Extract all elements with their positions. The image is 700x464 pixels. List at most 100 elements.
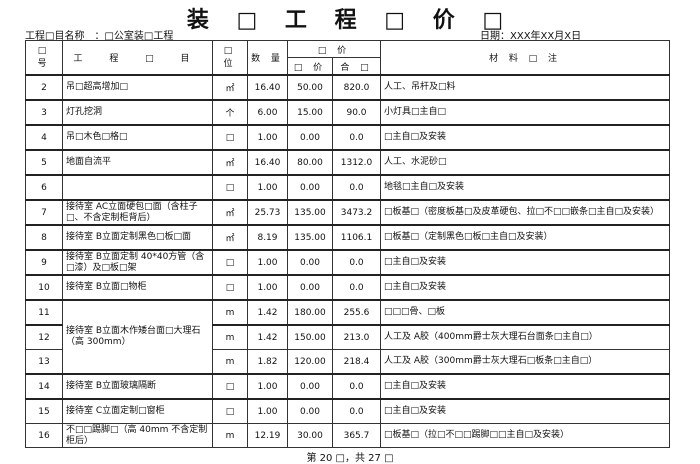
row-notes: 小灯具□主自□ <box>380 99 670 126</box>
row-qty: 1.82 <box>247 349 288 375</box>
row-unit-price: 0.00 <box>287 398 333 424</box>
row-notes: □板基□（拉□不□□踢脚□□主自□及安装） <box>380 423 670 448</box>
row-unit: □ <box>212 373 248 400</box>
row-notes: 人工、吊杆及□料 <box>380 74 670 101</box>
row-qty: 1.00 <box>247 398 288 424</box>
header-qty: 数 量 <box>247 40 288 76</box>
row-no: 14 <box>25 373 63 400</box>
row-total: 0.0 <box>332 249 381 276</box>
row-no: 8 <box>25 224 63 251</box>
row-qty: 1.42 <box>247 299 288 326</box>
row-no: 2 <box>25 74 63 101</box>
row-total: 213.0 <box>332 324 381 350</box>
row-qty: 16.40 <box>247 74 288 101</box>
row-unit-price: 0.00 <box>287 124 333 151</box>
row-unit-price: 150.00 <box>287 324 333 350</box>
quote-table: □ 号 工 程 □ 目 □ 位 数 量 □ 价 材 料 □ 注 □ 价 合 □ … <box>25 40 670 448</box>
row-item: 吊□超高增加□ <box>62 74 213 101</box>
row-unit-price: 15.00 <box>287 99 333 126</box>
table-row: 6 □ 1.00 0.00 0.0 地毯□主自□及安装 <box>25 174 670 201</box>
row-unit-price: 0.00 <box>287 373 333 400</box>
row-total: 0.0 <box>332 174 381 201</box>
row-item: 接待室 B立面木作矮台面□大理石（高 300mm） <box>62 299 213 375</box>
row-no: 5 <box>25 149 63 176</box>
row-no: 12 <box>25 324 63 350</box>
row-unit: ㎡ <box>212 224 248 251</box>
row-qty: 12.19 <box>247 423 288 448</box>
row-total: 0.0 <box>332 274 381 301</box>
row-notes: □□□骨、□板 <box>380 299 670 326</box>
header-notes: 材 料 □ 注 <box>380 40 670 76</box>
row-unit: □ <box>212 249 248 276</box>
row-total: 90.0 <box>332 99 381 126</box>
row-item: 灯孔挖洞 <box>62 99 213 126</box>
row-unit: 个 <box>212 99 248 126</box>
row-total: 3473.2 <box>332 199 381 226</box>
header-item: 工 程 □ 目 <box>62 40 213 76</box>
table-row: 16 不□□踢脚□（高 40mm 不含定制柜后） m 12.19 30.00 365.7 □… <box>25 423 670 448</box>
row-item: 接待室 B立面定制 40*40方管（含□漆）及□板□架 <box>62 249 213 276</box>
row-notes: 人工及 A胶（300mm爵士灰大理石□板条□主自□） <box>380 349 670 375</box>
row-unit: m <box>212 299 248 326</box>
row-total: 365.7 <box>332 423 381 448</box>
row-notes: □板基□（定制黑色□板□主自□及安装） <box>380 224 670 251</box>
date-label: 日期：XXX年XX月X日 <box>480 31 582 42</box>
row-qty: 1.00 <box>247 124 288 151</box>
row-qty: 6.00 <box>247 99 288 126</box>
header-price-group: □ 价 <box>287 40 381 58</box>
row-no: 15 <box>25 398 63 424</box>
row-no: 4 <box>25 124 63 151</box>
row-unit-price: 50.00 <box>287 74 333 101</box>
row-no: 11 <box>25 299 63 326</box>
table-row: 7 接待室 AC立面硬包□面（含柱子□、不含定制柜背后）㎡ 25.73 135.00 3… <box>25 199 670 226</box>
row-qty: 8.19 <box>247 224 288 251</box>
row-notes: □主自□及安装 <box>380 398 670 424</box>
row-total: 218.4 <box>332 349 381 375</box>
row-qty: 1.00 <box>247 274 288 301</box>
row-total: 0.0 <box>332 124 381 151</box>
row-unit: □ <box>212 174 248 201</box>
row-notes: □板基□（密度板基□及皮革硬包、拉□不□□嵌条□主自□及安装） <box>380 199 670 226</box>
row-unit-price: 135.00 <box>287 224 333 251</box>
row-qty: 1.00 <box>247 249 288 276</box>
row-item: 接待室 B立面定制黑色□板□面 <box>62 224 213 251</box>
header-unit-price: □ 价 <box>287 57 333 76</box>
row-unit: m <box>212 423 248 448</box>
row-no: 9 <box>25 249 63 276</box>
row-item: 地面自流平 <box>62 149 213 176</box>
row-notes: 人工、水泥砂□ <box>380 149 670 176</box>
table-row: 9 接待室 B立面定制 40*40方管（含□漆）及□板□架 □ 1.00 0.00 0.0… <box>25 249 670 276</box>
table-row: 12 m 1.42 150.00 213.0 人工及 A胶（400mm爵士灰大理石台面条□… <box>25 324 670 350</box>
table-row: 15 接待室 C立面定制□窗柜 □ 1.00 0.00 0.0 □主自□及安装 <box>25 398 670 424</box>
row-unit: □ <box>212 274 248 301</box>
header-total: 合 □ <box>332 57 381 76</box>
row-no: 3 <box>25 99 63 126</box>
row-notes: □主自□及安装 <box>380 249 670 276</box>
row-qty: 25.73 <box>247 199 288 226</box>
row-total: 0.0 <box>332 373 381 400</box>
row-no: 10 <box>25 274 63 301</box>
row-total: 255.6 <box>332 299 381 326</box>
row-unit-price: 0.00 <box>287 249 333 276</box>
row-unit-price: 120.00 <box>287 349 333 375</box>
table-row: 3 灯孔挖洞个 6.00 15.00 90.0 小灯具□主自□ <box>25 99 670 126</box>
row-item: 接待室 AC立面硬包□面（含柱子□、不含定制柜背后） <box>62 199 213 226</box>
row-notes: □主自□及安装 <box>380 124 670 151</box>
row-notes: □主自□及安装 <box>380 373 670 400</box>
row-unit: □ <box>212 124 248 151</box>
header-no: □ 号 <box>25 40 63 76</box>
row-qty: 16.40 <box>247 149 288 176</box>
row-total: 1106.1 <box>332 224 381 251</box>
row-no: 16 <box>25 423 63 448</box>
row-unit: □ <box>212 398 248 424</box>
row-no: 7 <box>25 199 63 226</box>
row-notes: 人工及 A胶（400mm爵士灰大理石台面条□主自□） <box>380 324 670 350</box>
row-item: 不□□踢脚□（高 40mm 不含定制柜后） <box>62 423 213 448</box>
row-unit: ㎡ <box>212 199 248 226</box>
row-unit-price: 135.00 <box>287 199 333 226</box>
row-item: 接待室 B立面□物柜 <box>62 274 213 301</box>
row-item: 吊□木色□格□ <box>62 124 213 151</box>
row-total: 1312.0 <box>332 149 381 176</box>
